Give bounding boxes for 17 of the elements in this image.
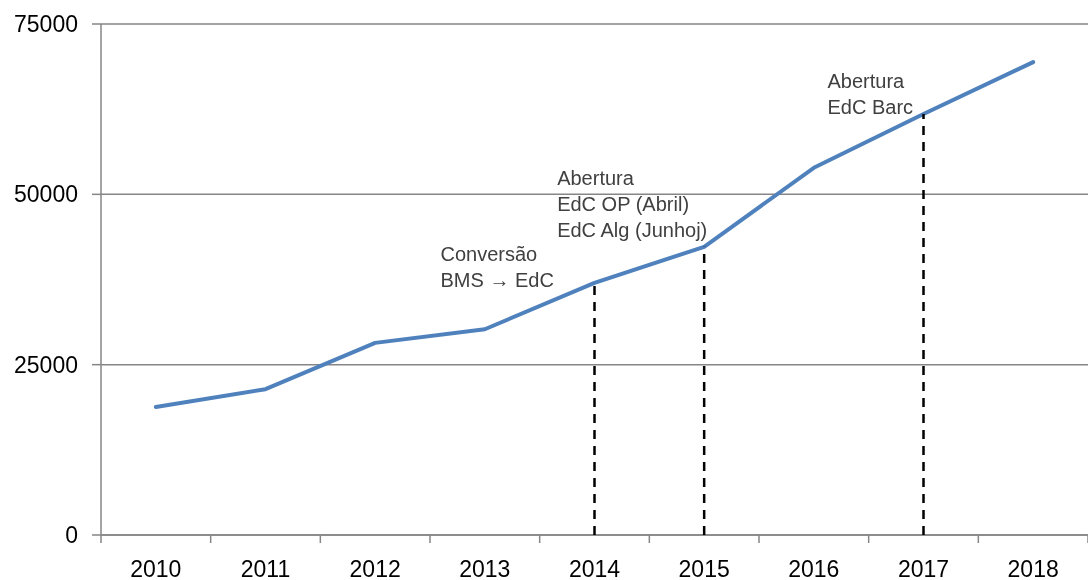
x-tick-label: 2015 xyxy=(678,556,730,580)
x-tick-label: 2011 xyxy=(240,556,291,580)
y-tick-label: 50000 xyxy=(14,181,78,208)
x-tick-label: 2013 xyxy=(459,556,511,580)
ref-line-label: Abertura EdC OP (Abril) EdC Alg (Junhoj) xyxy=(557,166,708,241)
y-tick-label: 25000 xyxy=(14,351,78,378)
ref-line-label: Abertura EdC Barc xyxy=(827,69,914,118)
x-tick-label: 2016 xyxy=(788,556,840,580)
x-tick-label: 2014 xyxy=(568,556,621,580)
y-tick-label: 0 xyxy=(65,522,78,549)
x-tick-label: 2012 xyxy=(349,556,401,580)
y-tick-label: 75000 xyxy=(14,11,78,38)
x-tick-label: 2017 xyxy=(897,556,950,580)
ref-line-label: Conversão BMS → EdC xyxy=(440,242,554,291)
line-series xyxy=(153,60,1036,409)
x-tick-label: 2018 xyxy=(1007,556,1059,580)
x-tick-label: 2010 xyxy=(130,556,182,580)
